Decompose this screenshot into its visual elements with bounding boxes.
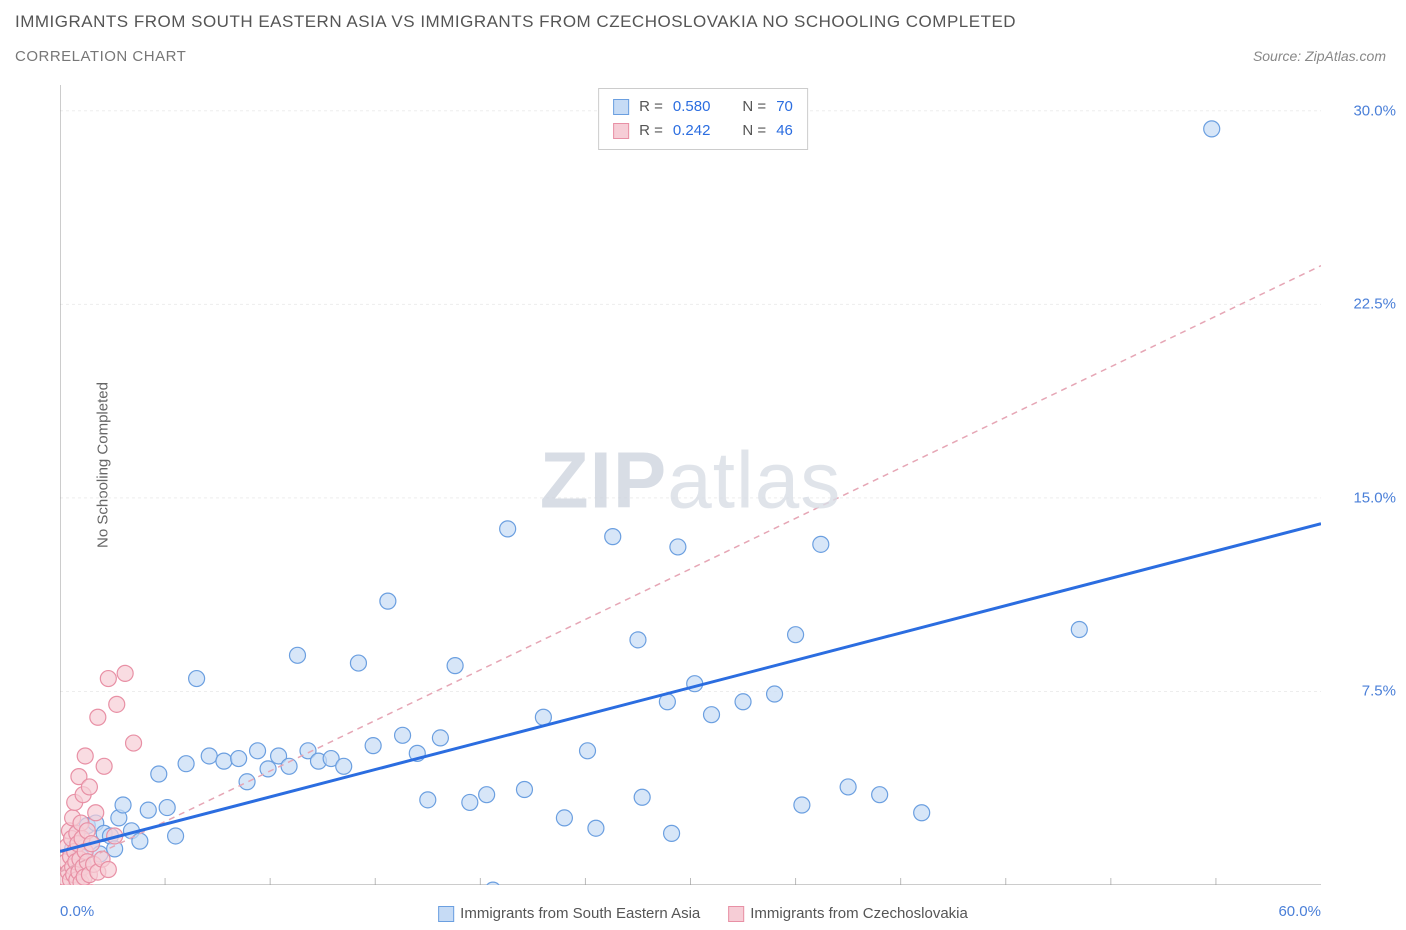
legend-swatch-pink bbox=[728, 906, 744, 922]
r-value: 0.580 bbox=[673, 95, 711, 119]
series-legend: Immigrants from South Eastern Asia Immig… bbox=[438, 905, 968, 922]
r-value: 0.242 bbox=[673, 119, 711, 143]
legend-item: Immigrants from South Eastern Asia bbox=[438, 905, 700, 922]
y-tick-label: 30.0% bbox=[1353, 102, 1396, 119]
stats-legend-box: R = 0.580 N = 70 R = 0.242 N = 46 bbox=[598, 88, 808, 150]
scatter-chart-svg bbox=[60, 85, 1321, 885]
y-tick-label: 22.5% bbox=[1353, 296, 1396, 313]
n-value: 70 bbox=[776, 95, 793, 119]
legend-label: Immigrants from South Eastern Asia bbox=[460, 905, 700, 922]
chart-title: IMMIGRANTS FROM SOUTH EASTERN ASIA VS IM… bbox=[15, 12, 1016, 32]
y-tick-label: 15.0% bbox=[1353, 489, 1396, 506]
stats-legend-row: R = 0.580 N = 70 bbox=[613, 95, 793, 119]
x-axis-max-label: 60.0% bbox=[1278, 903, 1321, 920]
chart-plot-area: ZIPatlas bbox=[60, 85, 1321, 885]
r-label: R = bbox=[639, 95, 663, 119]
n-label: N = bbox=[742, 119, 766, 143]
n-label: N = bbox=[742, 95, 766, 119]
legend-swatch-pink bbox=[613, 123, 629, 139]
legend-swatch-blue bbox=[438, 906, 454, 922]
r-label: R = bbox=[639, 119, 663, 143]
source-citation: Source: ZipAtlas.com bbox=[1253, 48, 1386, 64]
stats-legend-row: R = 0.242 N = 46 bbox=[613, 119, 793, 143]
legend-swatch-blue bbox=[613, 99, 629, 115]
y-tick-label: 7.5% bbox=[1362, 683, 1396, 700]
chart-subtitle: CORRELATION CHART bbox=[15, 48, 186, 65]
legend-label: Immigrants from Czechoslovakia bbox=[750, 905, 968, 922]
legend-item: Immigrants from Czechoslovakia bbox=[728, 905, 968, 922]
n-value: 46 bbox=[776, 119, 793, 143]
x-axis-min-label: 0.0% bbox=[60, 903, 94, 920]
